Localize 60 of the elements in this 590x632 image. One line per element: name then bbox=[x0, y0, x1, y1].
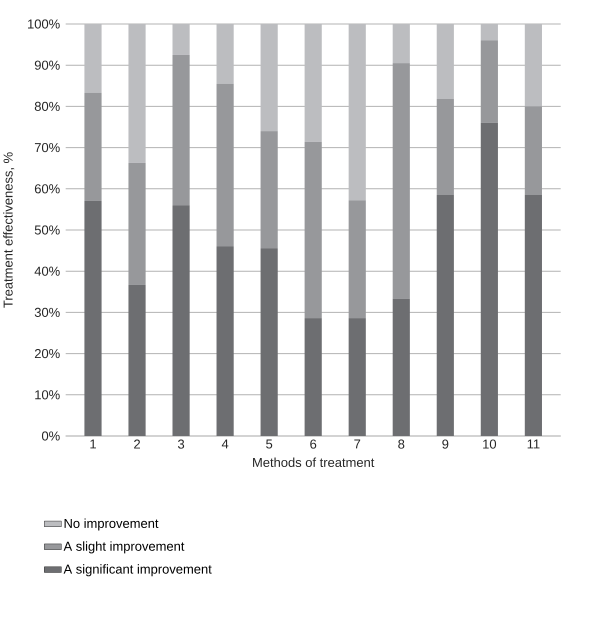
x-tick-label: 1 bbox=[90, 440, 96, 448]
bar bbox=[392, 63, 410, 299]
bar bbox=[172, 205, 190, 436]
bar bbox=[348, 24, 366, 200]
y-tick-label: 60% bbox=[34, 184, 60, 194]
y-tick-label: 70% bbox=[34, 143, 60, 152]
bar bbox=[172, 24, 190, 55]
y-tick-label: 20% bbox=[34, 349, 60, 358]
bar bbox=[260, 248, 278, 436]
bar bbox=[172, 54, 190, 206]
bar bbox=[304, 24, 322, 142]
x-tick-label: 7 bbox=[354, 440, 360, 448]
y-tick-label: 40% bbox=[34, 266, 60, 276]
x-tick-label: 10 bbox=[483, 440, 496, 449]
y-tick-label: 50% bbox=[34, 225, 60, 235]
y-tick-label: 100% bbox=[28, 19, 60, 29]
bar bbox=[260, 131, 278, 249]
bar bbox=[128, 284, 146, 436]
x-tick-label: 11 bbox=[528, 440, 540, 448]
x-tick-label: 4 bbox=[222, 440, 228, 448]
bar bbox=[524, 106, 542, 195]
bar bbox=[392, 298, 410, 436]
bar bbox=[480, 40, 498, 123]
y-tick-label: 0% bbox=[42, 431, 60, 441]
y-tick-label: 80% bbox=[34, 102, 60, 111]
bar bbox=[304, 318, 322, 436]
bar bbox=[216, 24, 234, 84]
bar bbox=[84, 200, 102, 436]
bar bbox=[304, 142, 322, 318]
legend-label: A significant improvement bbox=[64, 564, 212, 576]
legend-label: A slight improvement bbox=[64, 541, 184, 554]
bar bbox=[128, 162, 146, 285]
bar bbox=[84, 92, 102, 201]
bar bbox=[436, 98, 454, 195]
bar bbox=[84, 24, 102, 93]
bar bbox=[216, 84, 234, 246]
x-tick-label: 6 bbox=[310, 440, 316, 449]
y-tick-label: 10% bbox=[35, 390, 60, 400]
y-axis-title: Treatment effectiveness, % bbox=[3, 152, 14, 308]
x-tick-label: 5 bbox=[266, 440, 272, 449]
bar bbox=[348, 200, 366, 318]
bar bbox=[436, 24, 454, 99]
x-tick-label: 9 bbox=[442, 440, 448, 449]
x-tick-label: 2 bbox=[134, 440, 140, 449]
bar bbox=[480, 24, 498, 40]
bar bbox=[392, 24, 410, 64]
bar bbox=[348, 318, 366, 436]
x-tick-label: 3 bbox=[178, 440, 184, 449]
legend-label: No improvement bbox=[64, 518, 158, 531]
bar bbox=[480, 122, 498, 436]
bar bbox=[524, 24, 542, 106]
x-tick-label: 8 bbox=[398, 440, 404, 449]
bar bbox=[436, 194, 454, 436]
bar bbox=[260, 24, 278, 132]
y-tick-label: 90% bbox=[34, 60, 60, 70]
bar bbox=[524, 194, 542, 436]
bar bbox=[128, 24, 146, 163]
x-axis-title: Methods of treatment bbox=[253, 458, 374, 468]
bar bbox=[216, 246, 234, 436]
y-tick-label: 30% bbox=[34, 308, 60, 317]
